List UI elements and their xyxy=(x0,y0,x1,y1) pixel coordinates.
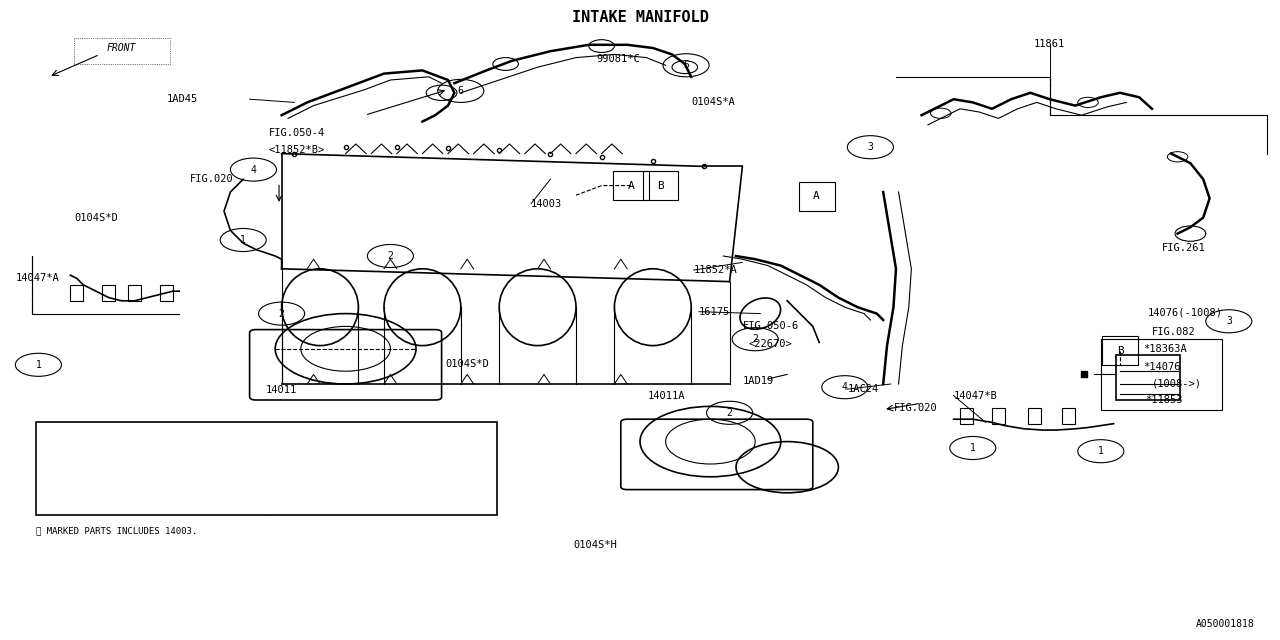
Text: 1AD19: 1AD19 xyxy=(742,376,773,386)
Text: <22670>: <22670> xyxy=(749,339,792,349)
Bar xyxy=(643,172,678,200)
Text: 5: 5 xyxy=(684,60,689,70)
Text: 1AD45: 1AD45 xyxy=(166,94,197,104)
Text: FIG.050-6: FIG.050-6 xyxy=(742,321,799,332)
Text: FIG.082: FIG.082 xyxy=(1152,326,1196,337)
Bar xyxy=(70,285,83,301)
Bar xyxy=(613,172,649,200)
Text: B: B xyxy=(1116,346,1124,356)
Text: 3: 3 xyxy=(56,495,61,504)
Text: FIG.020: FIG.020 xyxy=(189,174,233,184)
Bar xyxy=(1116,355,1180,400)
Text: 4: 4 xyxy=(842,382,847,392)
Text: 0104S*D: 0104S*D xyxy=(445,358,489,369)
Text: 0923S*B ('12MY->): 0923S*B ('12MY->) xyxy=(311,433,402,442)
Text: 2: 2 xyxy=(753,334,758,344)
Text: 14076(-1008): 14076(-1008) xyxy=(1148,307,1224,317)
Bar xyxy=(992,408,1005,424)
Bar xyxy=(1028,408,1041,424)
Text: 1: 1 xyxy=(36,360,41,370)
Bar xyxy=(102,285,115,301)
Text: 14011: 14011 xyxy=(266,385,297,396)
Bar xyxy=(160,285,173,301)
Text: 6: 6 xyxy=(287,495,292,504)
Text: 2: 2 xyxy=(727,408,732,418)
Text: F91801  ('12MY->): F91801 ('12MY->) xyxy=(311,495,402,504)
Text: 1AC24: 1AC24 xyxy=(847,384,878,394)
Text: 14047*B: 14047*B xyxy=(954,390,997,401)
Text: 2: 2 xyxy=(388,251,393,261)
Text: FIG.020: FIG.020 xyxy=(893,403,937,413)
Bar xyxy=(74,38,170,64)
Text: 1: 1 xyxy=(241,235,246,245)
Text: 3: 3 xyxy=(1226,316,1231,326)
Bar xyxy=(1101,339,1222,410)
Text: 2: 2 xyxy=(56,464,61,474)
Text: <11852*B>: <11852*B> xyxy=(269,145,325,156)
Text: 0104S*G: 0104S*G xyxy=(81,433,118,442)
Text: FRONT: FRONT xyxy=(106,44,136,53)
Text: 99081*C: 99081*C xyxy=(596,54,640,64)
Text: 14047*A: 14047*A xyxy=(15,273,59,284)
Text: 14011A: 14011A xyxy=(648,390,685,401)
Bar xyxy=(799,182,835,211)
Bar xyxy=(1062,408,1075,424)
Text: A050001818: A050001818 xyxy=(1196,619,1254,629)
Text: 6: 6 xyxy=(458,86,463,96)
Text: F92209  ('12MY->): F92209 ('12MY->) xyxy=(311,464,402,474)
Text: ※ MARKED PARTS INCLUDES 14003.: ※ MARKED PARTS INCLUDES 14003. xyxy=(36,527,197,536)
Text: 0923S*B: 0923S*B xyxy=(81,495,118,504)
Text: *14076: *14076 xyxy=(1143,362,1180,372)
Text: 1: 1 xyxy=(1098,446,1103,456)
Text: 1: 1 xyxy=(970,443,975,453)
Text: 11861: 11861 xyxy=(1034,38,1065,49)
Bar xyxy=(960,408,973,424)
Bar xyxy=(128,285,141,301)
Text: 4: 4 xyxy=(287,433,292,442)
Text: 14003: 14003 xyxy=(531,198,562,209)
Text: 11852*A: 11852*A xyxy=(694,265,737,275)
Text: *18363A: *18363A xyxy=(1143,344,1187,354)
Text: 0104S*D: 0104S*D xyxy=(74,212,118,223)
Text: INTAKE MANIFOLD: INTAKE MANIFOLD xyxy=(572,10,708,24)
Bar xyxy=(1102,337,1138,365)
Text: 0104S*A: 0104S*A xyxy=(691,97,735,108)
Text: FIG.261: FIG.261 xyxy=(1162,243,1206,253)
Text: 5: 5 xyxy=(287,464,292,474)
Text: 2: 2 xyxy=(279,308,284,319)
Text: 3: 3 xyxy=(868,142,873,152)
Text: B: B xyxy=(657,180,664,191)
Text: FIG.050-4: FIG.050-4 xyxy=(269,128,325,138)
Text: A: A xyxy=(627,180,635,191)
Text: 14035*B: 14035*B xyxy=(81,464,118,474)
Text: (1008->): (1008->) xyxy=(1152,379,1202,389)
Bar xyxy=(36,422,497,515)
Text: *11853: *11853 xyxy=(1146,395,1183,405)
Text: 0104S*H: 0104S*H xyxy=(573,540,617,550)
Text: 16175: 16175 xyxy=(699,307,730,317)
Text: 1: 1 xyxy=(56,433,61,442)
Text: 4: 4 xyxy=(251,164,256,175)
Text: A: A xyxy=(813,191,820,202)
